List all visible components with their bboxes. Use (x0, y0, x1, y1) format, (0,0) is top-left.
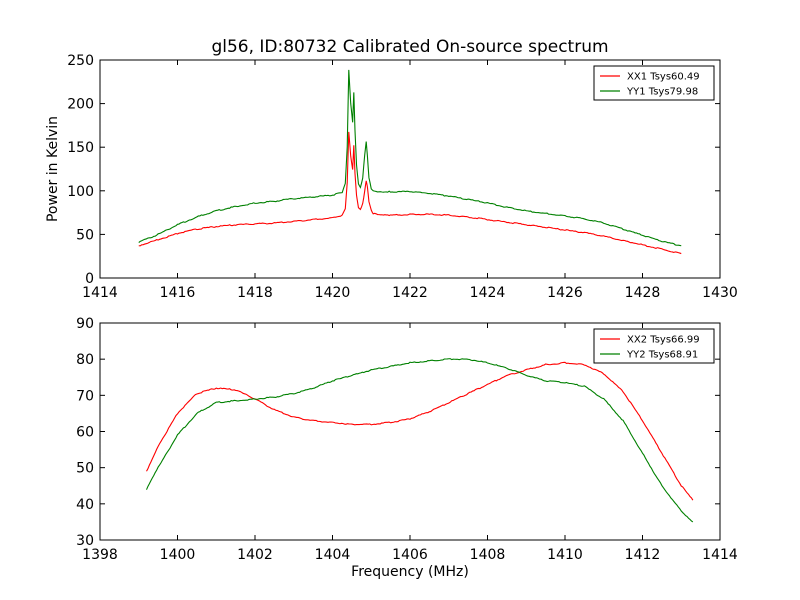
x-tick-label: 1406 (392, 547, 428, 563)
series-line-1 (138, 131, 682, 255)
y-tick-label: 90 (76, 316, 94, 332)
legend-entry: YY1 Tsys79.98 (626, 87, 698, 98)
x-tick-label: 1408 (470, 547, 506, 563)
x-tick-label: 1424 (470, 285, 506, 301)
y-tick-label: 40 (76, 497, 94, 513)
y-tick-label: 70 (76, 388, 94, 404)
x-tick-label: 1414 (702, 547, 738, 563)
x-tick-label: 1404 (315, 547, 351, 563)
y-tick-label: 30 (76, 533, 94, 549)
series-line-2 (145, 358, 694, 523)
x-tick-label: 1418 (237, 285, 273, 301)
chart-panel-1: 1414 1416 1418 1420 1422 1424 1426 1428 1430 0 50 1… (45, 53, 738, 301)
legend-box (593, 65, 715, 101)
y-tick-label: 50 (76, 227, 94, 243)
legend: XX1 Tsys60.49 YY1 Tsys79.98 (593, 65, 715, 101)
series-line-1 (146, 361, 694, 501)
x-tick-label: 1398 (82, 547, 118, 563)
legend-entry: XX1 Tsys60.49 (627, 72, 700, 83)
y-tick-label: 200 (67, 97, 94, 113)
y-tick-label: 150 (67, 140, 94, 156)
x-tick-label: 1402 (237, 547, 273, 563)
x-tick-label: 1400 (160, 547, 196, 563)
chart-panel-2: 1398 1400 1402 1404 1406 1408 1410 1412 1414 30 40… (76, 316, 738, 580)
y-tick-label: 50 (76, 461, 94, 477)
x-tick-label: 1422 (392, 285, 428, 301)
x-tick-label: 1412 (625, 547, 661, 563)
y-tick-label: 60 (76, 425, 94, 441)
x-tick-label: 1426 (547, 285, 583, 301)
legend-entry: XX2 Tsys66.99 (627, 335, 700, 346)
y-tick-label: 100 (67, 184, 94, 200)
y-axis-label: Power in Kelvin (45, 116, 61, 222)
x-tick-label: 1414 (82, 285, 118, 301)
y-tick-label: 0 (85, 271, 94, 287)
x-tick-label: 1420 (315, 285, 351, 301)
chart-title: gl56, ID:80732 Calibrated On-source spec… (211, 37, 608, 57)
legend-box (593, 328, 715, 364)
series-line-2 (138, 69, 682, 247)
legend: XX2 Tsys66.99 YY2 Tsys68.91 (593, 328, 715, 364)
x-tick-label: 1430 (702, 285, 738, 301)
y-tick-label: 250 (67, 53, 94, 69)
x-tick-label: 1410 (547, 547, 583, 563)
x-tick-label: 1416 (160, 285, 196, 301)
legend-entry: YY2 Tsys68.91 (626, 350, 698, 361)
y-tick-label: 80 (76, 352, 94, 368)
x-tick-label: 1428 (625, 285, 661, 301)
x-axis-label: Frequency (MHz) (351, 564, 469, 580)
